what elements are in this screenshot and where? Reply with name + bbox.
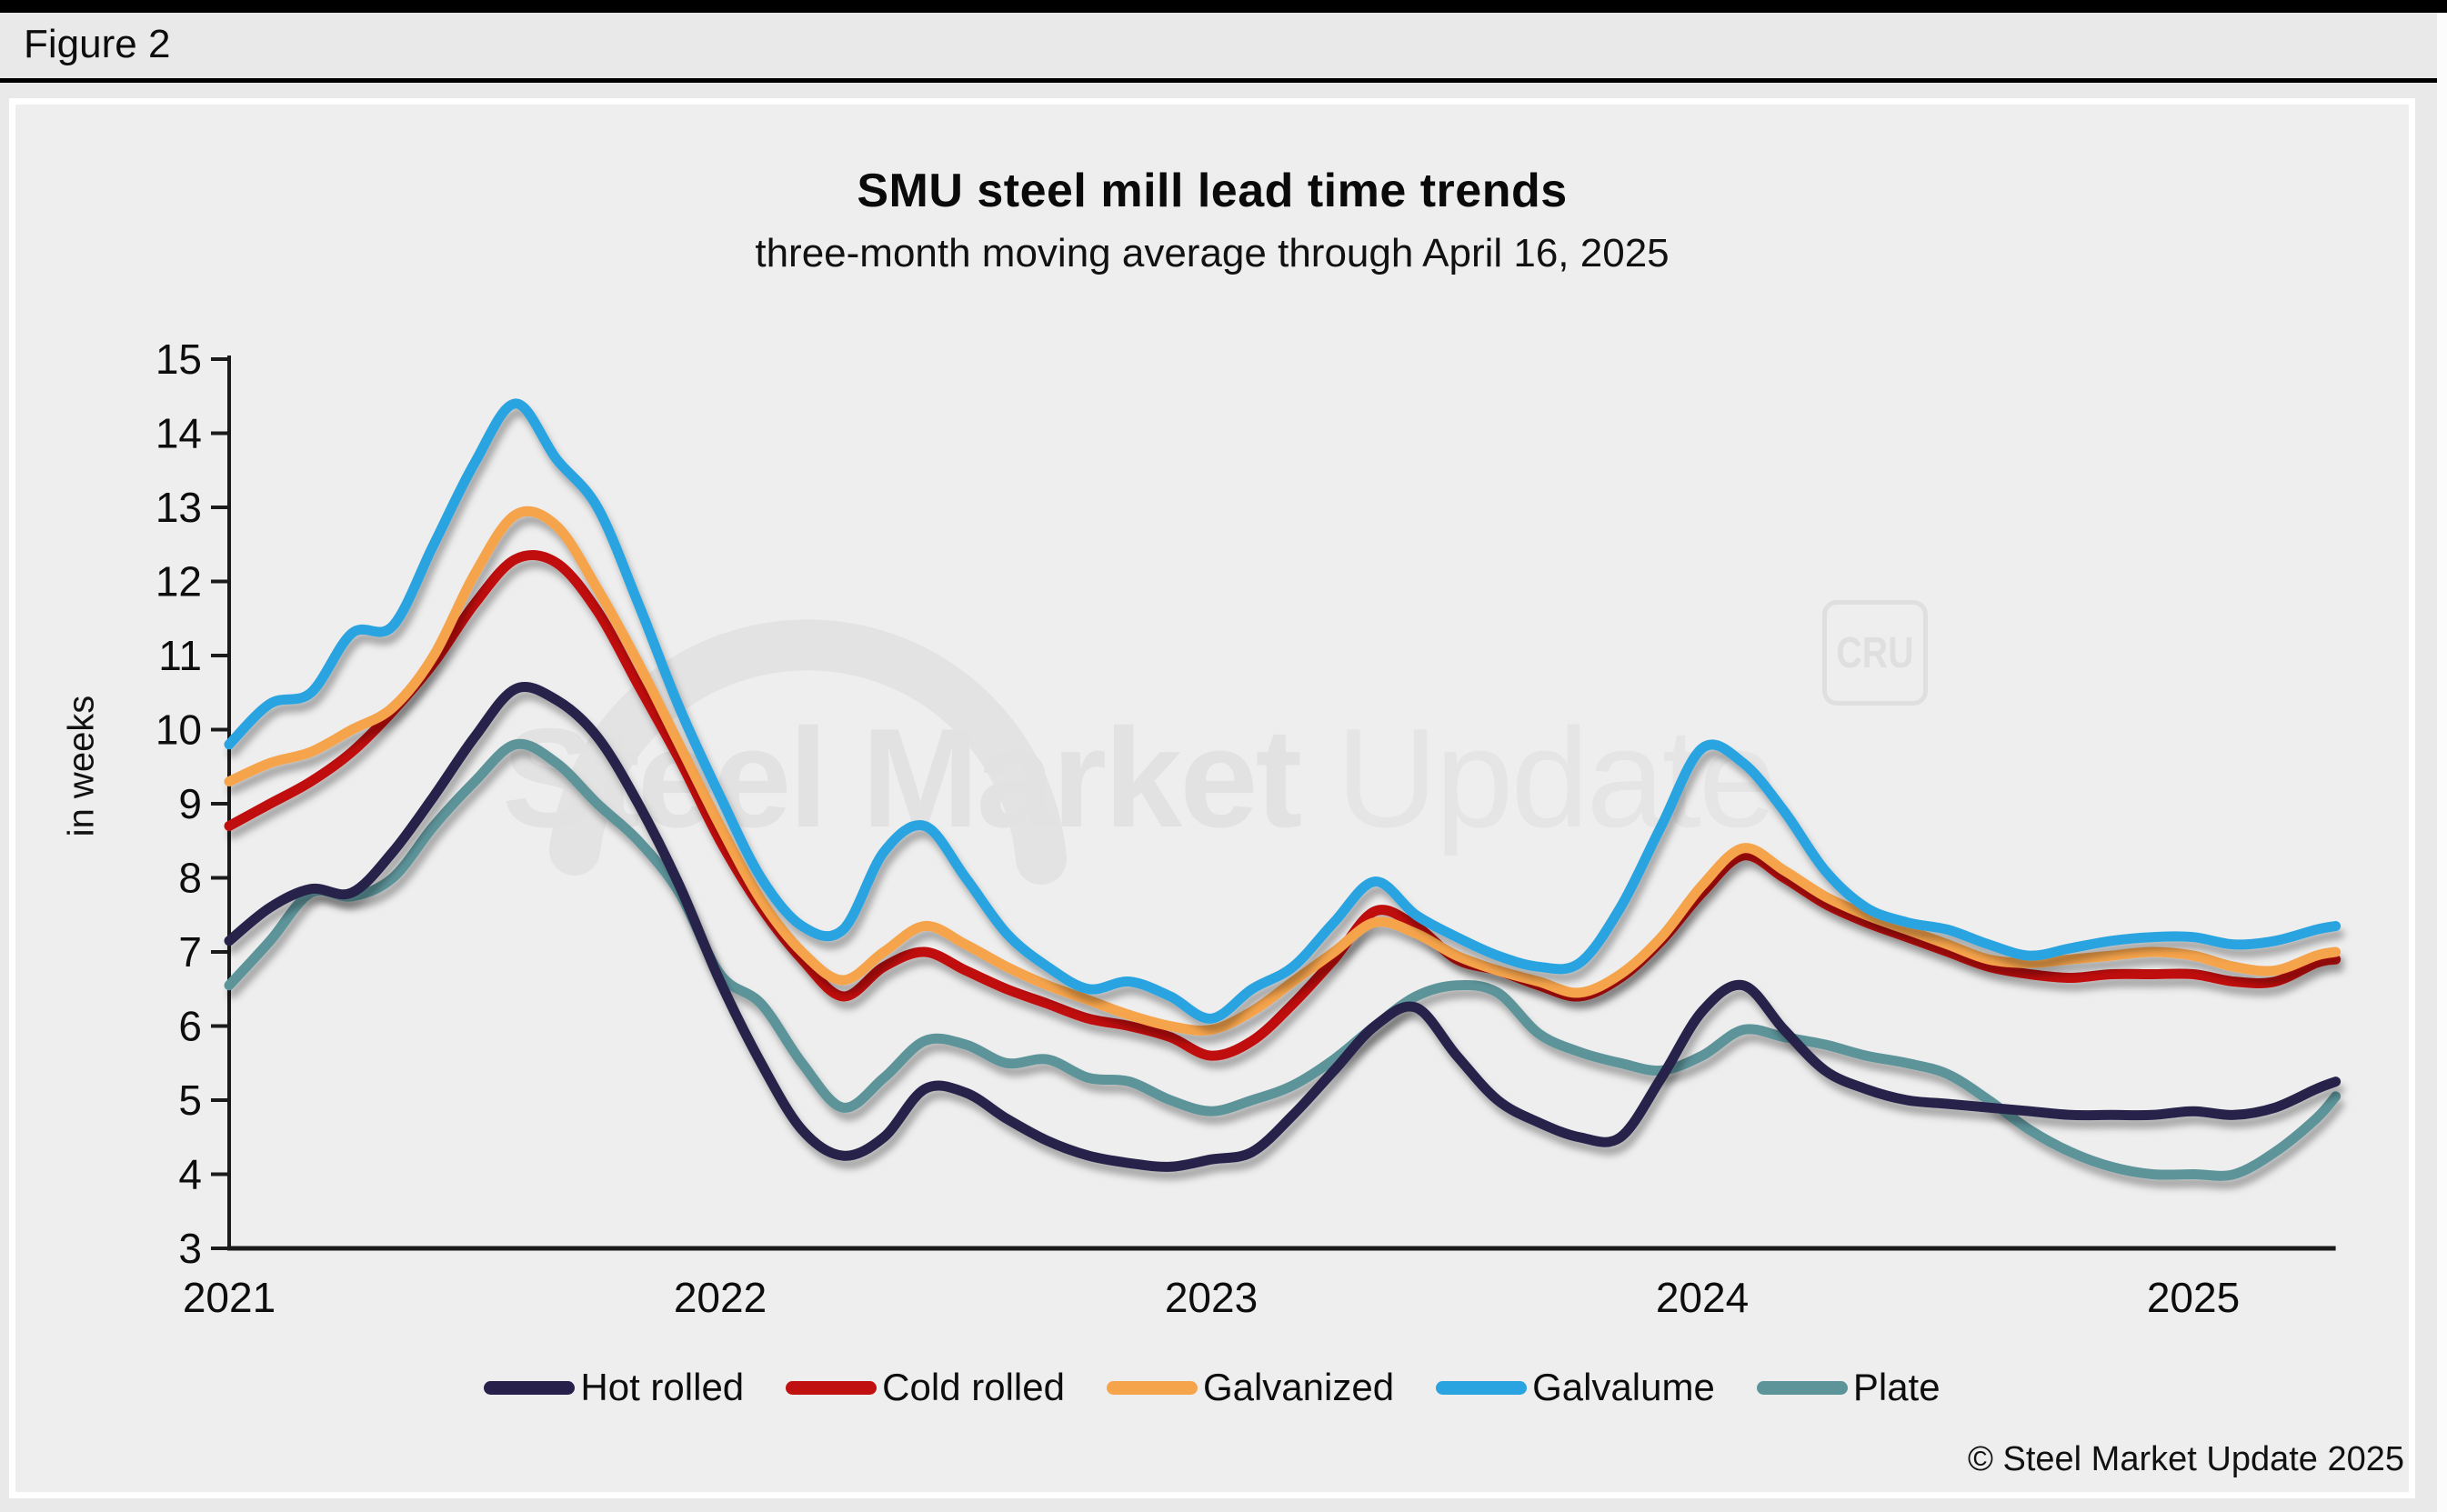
chart-panel [9, 98, 2415, 1498]
watermark-brand-text: Steel Market Update [502, 707, 1777, 848]
series-line-hot-rolled [224, 682, 2342, 1172]
cru-logo-label: CRU [1836, 628, 1914, 677]
series-line-plate [224, 738, 2342, 1181]
x-tick-label: 2024 [1656, 1274, 1749, 1321]
series-line-cold-rolled [224, 550, 2342, 1061]
legend-swatch-icon [484, 1380, 576, 1395]
y-tick-label: 5 [178, 1076, 202, 1124]
figure-label: Figure 2 [24, 22, 171, 66]
y-axis-title: in weeks [61, 695, 102, 837]
legend-label: Plate [1852, 1366, 1941, 1408]
y-tick-label: 15 [155, 335, 202, 383]
y-tick-label: 3 [178, 1225, 202, 1272]
watermark-brand-bold: Steel Market [502, 699, 1302, 856]
cru-logo-badge: CRU [1822, 600, 1928, 706]
legend-swatch-icon [1756, 1380, 1848, 1395]
x-tick-label: 2021 [183, 1274, 276, 1321]
series-line-galvanized [224, 506, 2342, 1036]
legend-item-galvanized: Galvanized [1106, 1366, 1395, 1409]
y-tick-label: 8 [178, 855, 202, 902]
y-tick-label: 6 [178, 1003, 202, 1050]
y-tick-label: 7 [178, 928, 202, 976]
legend-item-galvalume: Galvalume [1436, 1366, 1715, 1409]
x-tick-label: 2025 [2147, 1274, 2240, 1321]
y-tick-label: 11 [158, 632, 202, 679]
series-line-galvalume [224, 398, 2342, 1024]
legend-swatch-icon [786, 1380, 878, 1395]
page-right-edge [2437, 13, 2447, 1512]
y-tick-label: 10 [155, 706, 202, 754]
legend-label: Hot rolled [580, 1366, 745, 1408]
top-black-bar [0, 0, 2447, 13]
legend-label: Galvanized [1202, 1366, 1395, 1408]
header-divider-rule [0, 78, 2447, 83]
chart-legend: Hot rolled Cold rolled Galvanized Galvalume… [9, 1360, 2415, 1415]
legend-label: Galvalume [1532, 1366, 1715, 1408]
chart-title: SMU steel mill lead time trends [857, 165, 1568, 217]
legend-item-hot-rolled: Hot rolled [484, 1366, 744, 1409]
y-tick-label: 12 [155, 558, 202, 606]
x-tick-label: 2022 [674, 1274, 767, 1321]
y-tick-label: 14 [155, 410, 202, 457]
watermark-brand-light: Update [1299, 699, 1777, 856]
y-tick-label: 9 [178, 780, 202, 827]
chart-subtitle: three-month moving average through April… [755, 231, 1670, 275]
legend-label: Cold rolled [882, 1366, 1065, 1408]
legend-swatch-icon [1436, 1380, 1528, 1395]
x-tick-label: 2023 [1165, 1274, 1258, 1321]
legend-item-cold-rolled: Cold rolled [786, 1366, 1065, 1409]
legend-swatch-icon [1106, 1380, 1198, 1395]
y-tick-label: 13 [155, 484, 202, 531]
legend-item-plate: Plate [1756, 1366, 1941, 1409]
copyright-text: © Steel Market Update 2025 [1967, 1440, 2404, 1478]
y-tick-label: 4 [178, 1151, 202, 1198]
